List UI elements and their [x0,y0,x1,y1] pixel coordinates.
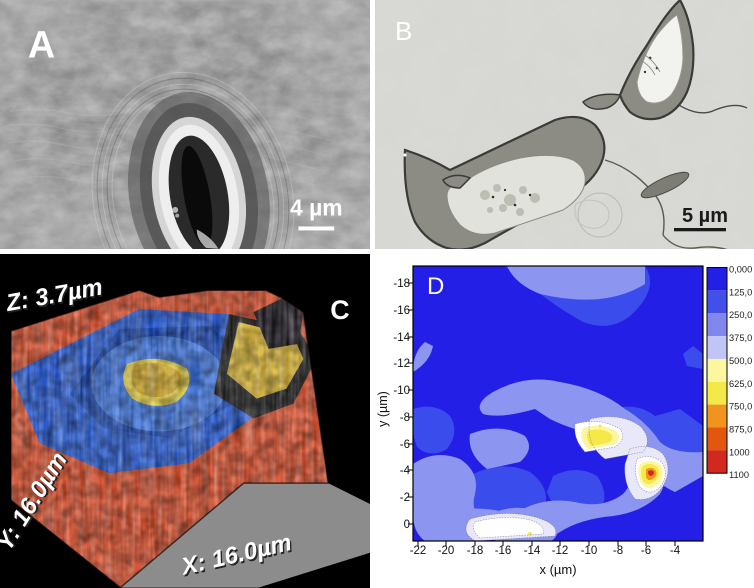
svg-text:-4: -4 [670,545,681,557]
svg-text:-10: -10 [581,545,598,557]
svg-text:-18: -18 [467,545,484,557]
svg-text:-14: -14 [524,545,541,557]
svg-text:4 µm: 4 µm [290,195,343,221]
svg-text:875,0: 875,0 [729,425,752,435]
svg-text:375,0: 375,0 [729,333,752,343]
svg-text:-8: -8 [613,545,623,557]
svg-text:y (µm): y (µm) [376,391,390,427]
svg-text:-8: -8 [400,412,410,424]
svg-text:-4: -4 [400,465,411,477]
svg-text:-12: -12 [393,358,410,370]
svg-text:0: 0 [404,519,410,531]
svg-text:-12: -12 [552,545,569,557]
svg-text:125,0: 125,0 [729,287,752,297]
svg-text:C: C [330,295,349,325]
svg-text:5 µm: 5 µm [682,205,728,227]
svg-text:250,0: 250,0 [729,310,752,320]
svg-text:-16: -16 [495,545,512,557]
svg-text:500,0: 500,0 [729,356,752,366]
svg-text:1000: 1000 [729,447,750,457]
svg-text:-2: -2 [400,492,410,504]
svg-text:A: A [28,24,55,66]
svg-text:625,0: 625,0 [729,379,752,389]
svg-text:750,0: 750,0 [729,402,752,412]
svg-text:B: B [395,16,412,46]
svg-text:-22: -22 [410,545,427,557]
svg-text:-10: -10 [393,385,410,397]
svg-text:-14: -14 [393,332,410,344]
svg-text:-20: -20 [438,545,455,557]
svg-text:x (µm): x (µm) [539,562,576,577]
svg-text:D: D [427,273,444,300]
svg-text:1100: 1100 [729,470,749,480]
svg-text:-6: -6 [641,545,651,557]
svg-text:-16: -16 [393,305,410,317]
svg-text:-18: -18 [393,278,410,290]
svg-text:0,000: 0,000 [729,265,752,275]
svg-text:-6: -6 [400,439,410,451]
